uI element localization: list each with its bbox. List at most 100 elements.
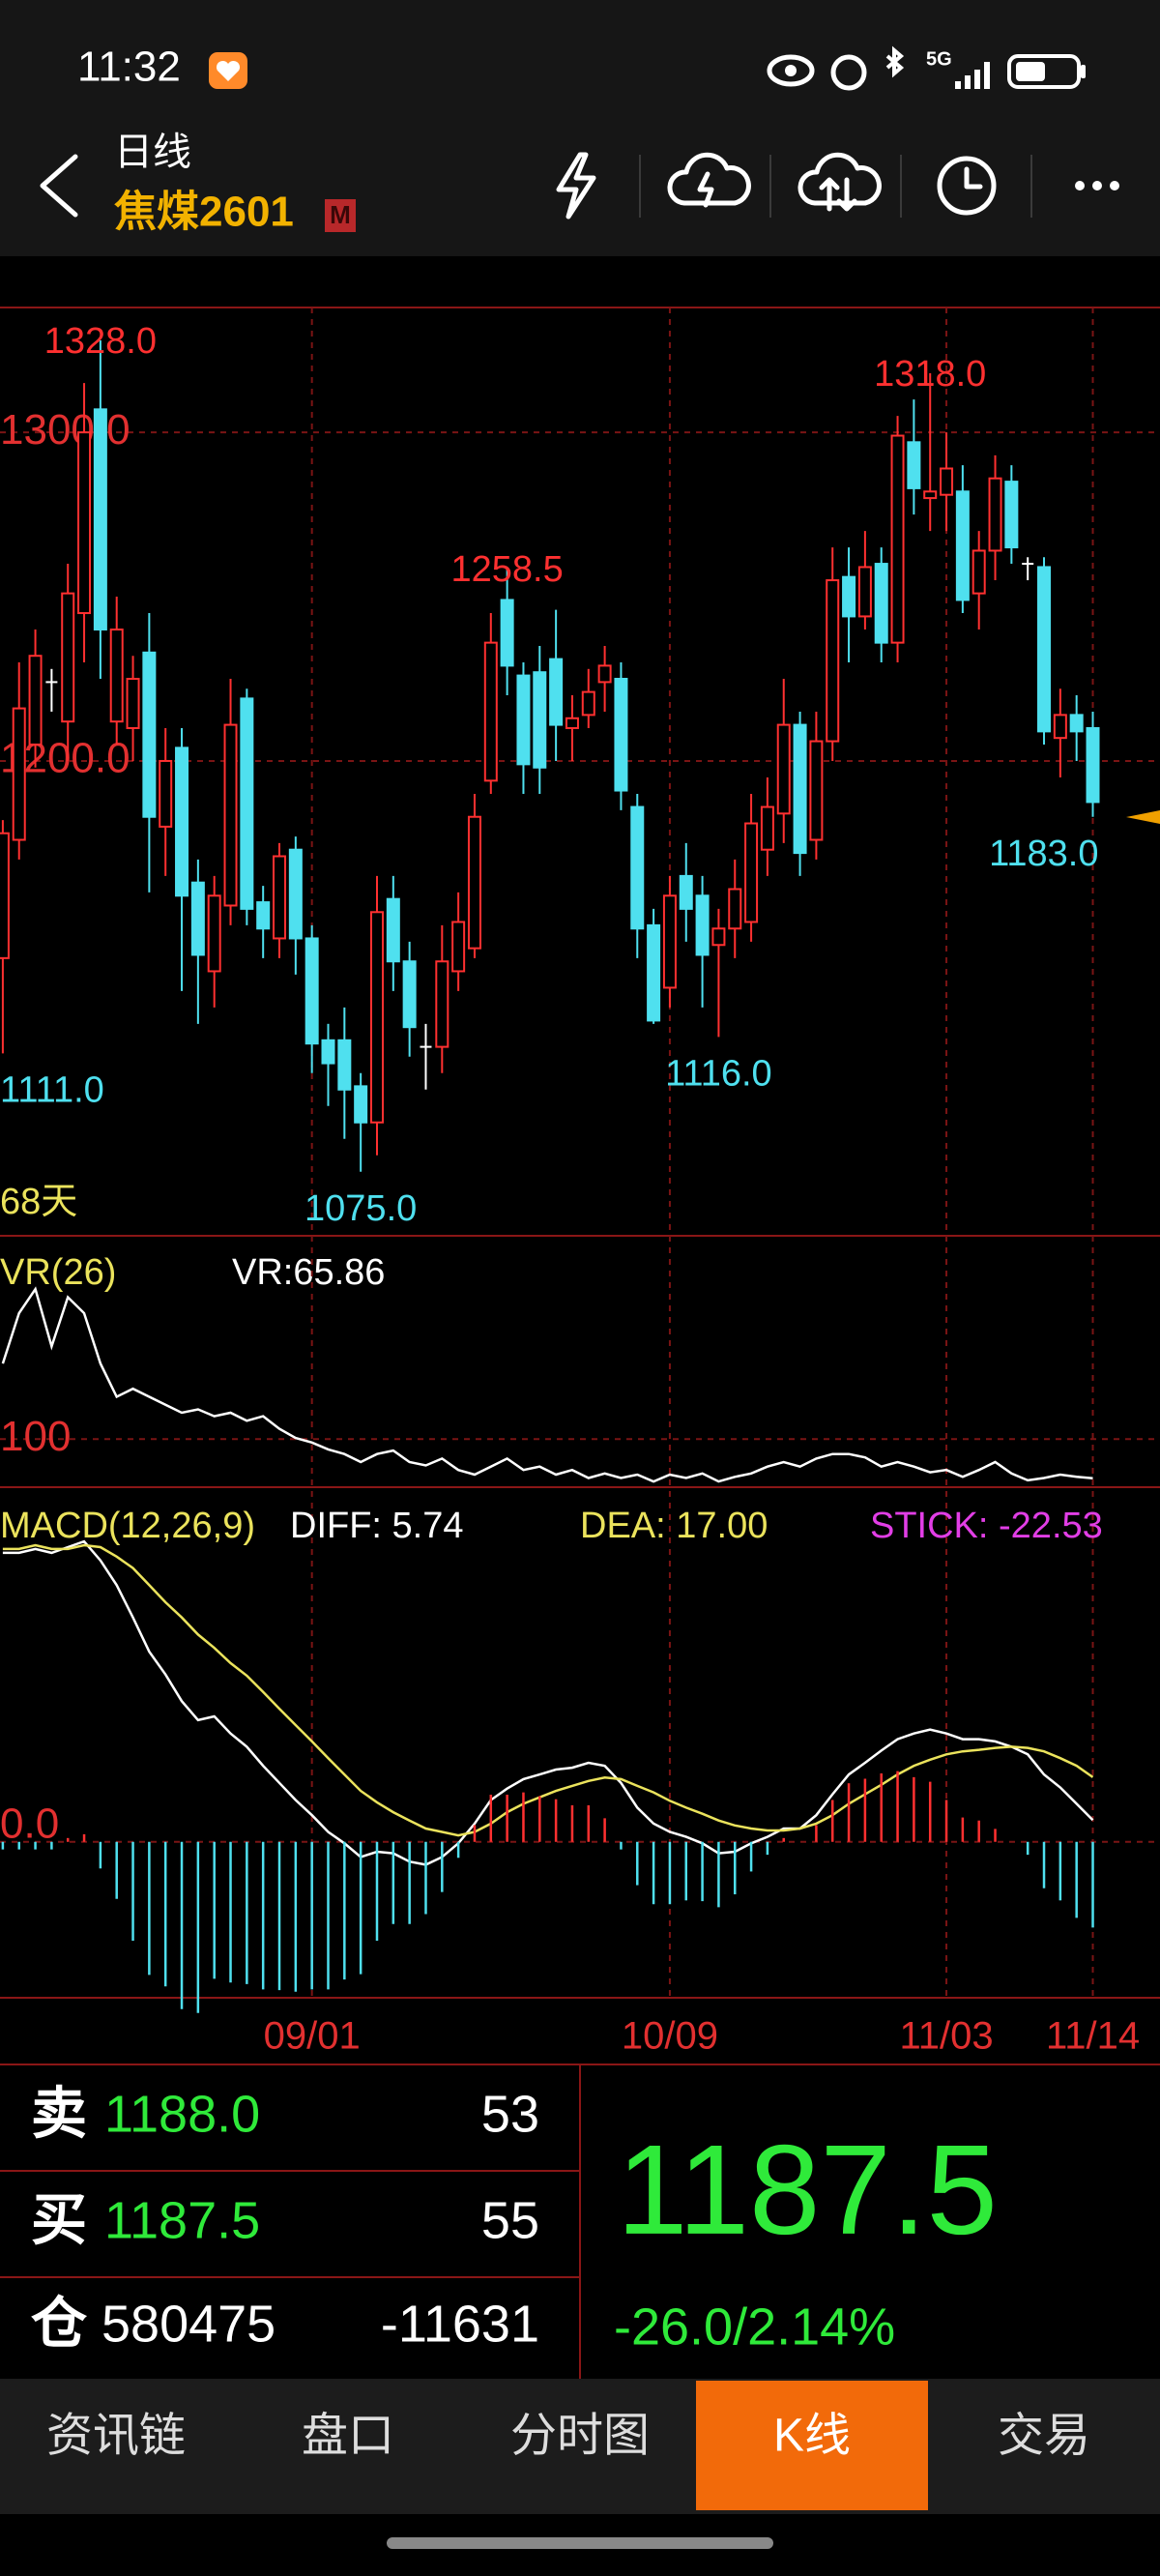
vr-title: VR(26) <box>0 1252 116 1293</box>
badge-bg <box>325 199 356 232</box>
candle-body <box>630 805 645 930</box>
extreme-label: 1075.0 <box>304 1188 417 1229</box>
candle-body <box>923 490 938 500</box>
price-change: -26.0/2.14% <box>614 2298 895 2356</box>
macd-line <box>2 1539 1094 1866</box>
candle-body <box>126 678 140 729</box>
candle-body <box>647 923 661 1022</box>
buy-volume: 55 <box>481 2191 539 2249</box>
tab[interactable]: 资讯链 <box>46 2411 186 2462</box>
eye-pupil <box>785 65 797 76</box>
header-icons <box>556 152 1119 220</box>
candle-body <box>93 408 107 631</box>
candle-body <box>695 894 710 956</box>
candle-body <box>760 805 774 851</box>
dot <box>1110 181 1119 190</box>
candle-body <box>369 911 384 1124</box>
extreme-label: 1318.0 <box>874 354 986 395</box>
candle-body <box>223 723 238 907</box>
status-icons: 5G <box>767 45 1086 91</box>
home-indicator <box>387 2537 773 2549</box>
candle-body <box>190 881 205 956</box>
cloud-flash-button[interactable] <box>667 152 751 206</box>
candle-body <box>549 658 564 726</box>
candle-body <box>109 629 124 723</box>
back-button[interactable] <box>40 154 78 218</box>
candle-body <box>614 678 628 792</box>
alarm-icon <box>830 54 867 91</box>
days-label: 68天 <box>0 1182 77 1222</box>
candle-body <box>662 894 677 989</box>
extreme-label: 1183.0 <box>989 834 1098 874</box>
sell-price: 1188.0 <box>104 2085 260 2143</box>
candle-body <box>451 921 466 973</box>
candle-body <box>793 723 807 855</box>
signal-icon <box>955 62 990 89</box>
candle-body <box>679 874 693 910</box>
x-tick-label: 09/01 <box>264 2015 361 2058</box>
period-label: 日线 <box>114 132 191 174</box>
tab[interactable]: 交易 <box>998 2411 1090 2462</box>
candle-body <box>256 901 271 930</box>
oi-value: 580475 <box>102 2295 276 2353</box>
extreme-label: 1116.0 <box>665 1053 772 1094</box>
legend-label: STICK: -22.53 <box>870 1506 1103 1546</box>
cloud-sync-button[interactable] <box>798 152 882 212</box>
y-tick-label: 0.0 <box>0 1800 59 1847</box>
symbol-label: 焦煤2601 <box>114 189 294 236</box>
dot <box>1092 181 1102 190</box>
candle-body <box>175 746 189 897</box>
flash-button[interactable] <box>556 152 596 220</box>
tab[interactable]: 分时图 <box>510 2411 650 2462</box>
oi-change: -11631 <box>381 2295 539 2353</box>
badge-label: M <box>330 200 351 229</box>
vr-line <box>1 1286 1093 1483</box>
candle-body <box>581 690 595 717</box>
candle-body <box>354 1085 368 1124</box>
bluetooth-icon <box>885 45 905 78</box>
sell-volume: 53 <box>481 2085 539 2143</box>
candle-body <box>711 927 726 947</box>
more-button[interactable] <box>1075 181 1119 190</box>
candle-body <box>304 937 319 1045</box>
candle-body <box>321 1039 335 1065</box>
candle-body <box>826 579 840 743</box>
battery-icon <box>1007 54 1081 89</box>
status-time: 11:32 <box>77 44 181 91</box>
eye-icon <box>767 54 815 87</box>
tab-active[interactable]: K线 <box>773 2411 851 2462</box>
macd-line <box>2 1543 1094 1837</box>
candle-body <box>1053 714 1067 740</box>
candle-body <box>500 599 514 667</box>
history-button[interactable] <box>937 156 997 216</box>
dot <box>1075 181 1085 190</box>
clock-hands <box>964 166 983 190</box>
heart-icon <box>216 60 241 81</box>
candle-body <box>1004 481 1019 549</box>
candle-body <box>77 431 92 615</box>
legend-label: DIFF: 5.74 <box>290 1506 464 1546</box>
current-price-marker <box>1126 810 1160 824</box>
extreme-label: 1328.0 <box>44 321 157 362</box>
candle-body <box>776 723 791 815</box>
candle-body <box>857 566 872 618</box>
candle-body <box>273 855 287 940</box>
candle-body <box>907 441 921 489</box>
candle-body <box>159 759 173 828</box>
candle-body <box>288 848 303 940</box>
tab[interactable]: 盘口 <box>302 2411 394 2462</box>
macd-title: MACD(12,26,9) <box>0 1506 255 1546</box>
candle-body <box>0 832 10 959</box>
battery-level <box>1016 62 1045 81</box>
candle-body <box>142 651 157 818</box>
battery-tip <box>1081 65 1086 78</box>
x-tick-label: 10/09 <box>622 2015 718 2058</box>
candle-body <box>842 575 856 618</box>
candle-body <box>207 894 221 973</box>
candle-body <box>12 707 26 841</box>
candle-body <box>402 960 417 1029</box>
extreme-label: 1111.0 <box>0 1069 104 1110</box>
